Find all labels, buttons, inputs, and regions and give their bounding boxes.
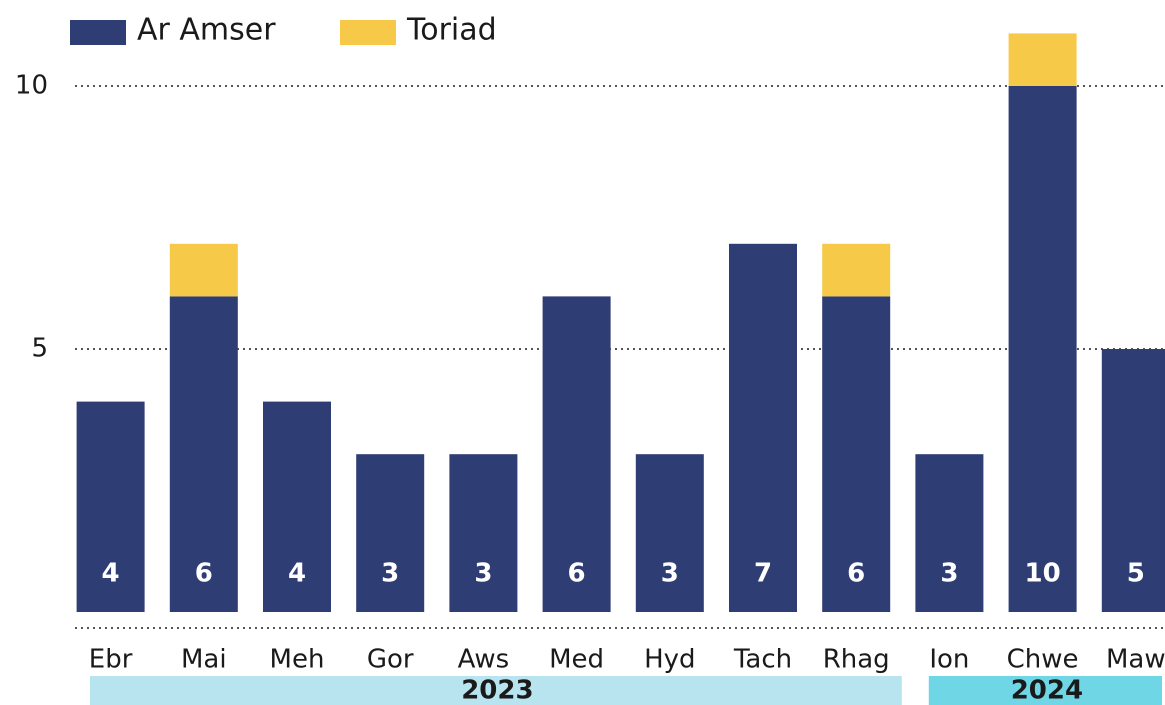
value-label: 10 xyxy=(1025,559,1061,589)
value-label: 3 xyxy=(940,559,958,589)
x-tick-label: Hyd xyxy=(644,645,695,675)
value-label: 7 xyxy=(754,559,772,589)
bar-segment xyxy=(729,243,797,613)
value-label: 4 xyxy=(102,559,120,589)
value-label: 3 xyxy=(381,559,399,589)
legend-label: Ar Amser xyxy=(137,13,276,48)
y-tick-label: 5 xyxy=(31,334,48,364)
x-tick-label: Mai xyxy=(181,645,227,675)
value-label: 3 xyxy=(661,559,679,589)
value-label: 6 xyxy=(568,559,586,589)
bar-segment xyxy=(263,401,331,612)
legend-swatch xyxy=(70,20,126,45)
bar-segment xyxy=(356,454,425,612)
value-label: 6 xyxy=(195,559,213,589)
bar-segment xyxy=(449,454,518,612)
y-tick-label: 10 xyxy=(15,71,48,101)
x-tick-label: Aws xyxy=(458,645,510,675)
x-tick-label: Chwe xyxy=(1007,645,1079,675)
x-tick-label: Meh xyxy=(270,645,325,675)
year-band xyxy=(90,676,902,705)
bar-segment xyxy=(76,401,145,612)
value-label: 6 xyxy=(847,559,865,589)
year-band xyxy=(928,676,1162,705)
x-tick-label: Med xyxy=(549,645,604,675)
value-label: 5 xyxy=(1127,559,1145,589)
x-tick-label: Ebr xyxy=(89,645,133,675)
x-tick-label: Rhag xyxy=(823,645,890,675)
bar-segment xyxy=(542,296,611,612)
bar-segment xyxy=(822,296,891,612)
x-tick-label: Maw xyxy=(1106,645,1165,675)
x-tick-label: Ion xyxy=(929,645,969,675)
bar-segment xyxy=(169,296,238,612)
year-label: 2023 xyxy=(461,676,533,705)
bar-segment xyxy=(915,454,984,612)
value-label: 3 xyxy=(474,559,492,589)
legend-label: Toriad xyxy=(406,13,497,48)
bar-segment xyxy=(1008,86,1077,612)
bar-segment xyxy=(635,454,704,612)
bar-segment xyxy=(822,243,891,297)
x-tick-label: Tach xyxy=(733,645,792,675)
x-tick-label: Gor xyxy=(367,645,414,675)
bar-segment xyxy=(1101,349,1165,612)
year-label: 2024 xyxy=(1011,676,1083,705)
bar-segment xyxy=(169,243,238,297)
bar-segment xyxy=(1008,33,1077,86)
value-label: 4 xyxy=(288,559,306,589)
legend-swatch xyxy=(340,20,396,45)
